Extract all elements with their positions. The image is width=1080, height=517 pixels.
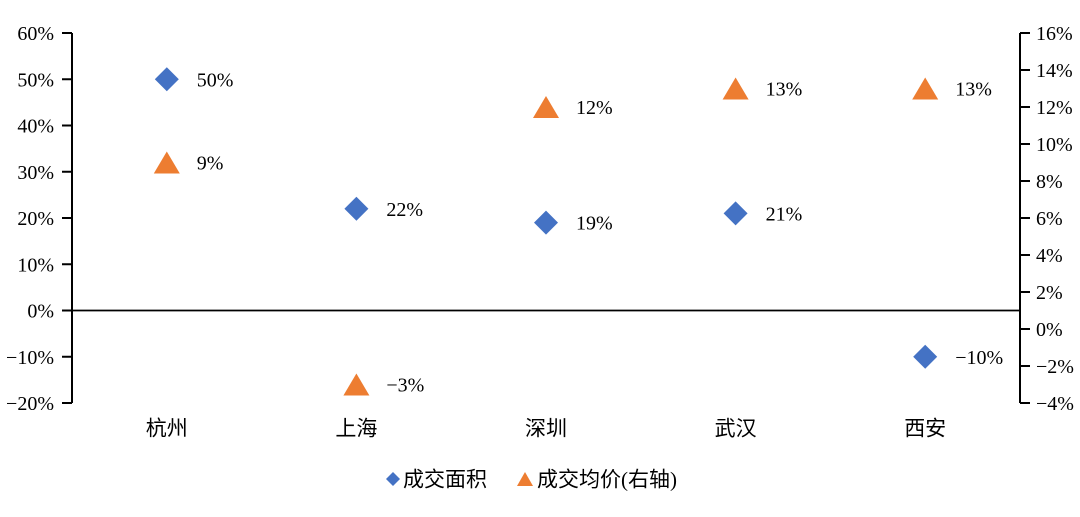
- data-point-label: 22%: [386, 199, 423, 221]
- data-point-label: 13%: [766, 79, 803, 101]
- marker-diamond: [723, 201, 748, 226]
- legend-diamond-icon: [386, 472, 400, 486]
- left-axis-tick-label: 20%: [17, 208, 54, 230]
- left-axis-tick-label: 30%: [17, 162, 54, 184]
- left-axis-tick-label: 50%: [17, 69, 54, 91]
- data-point-label: 19%: [576, 213, 613, 235]
- marker-triangle: [722, 77, 749, 100]
- right-axis-tick-label: 4%: [1036, 245, 1063, 267]
- category-label: 上海: [335, 416, 377, 440]
- category-label: 杭州: [146, 416, 188, 440]
- marker-diamond: [154, 67, 179, 92]
- right-axis-tick-label: 2%: [1036, 282, 1063, 304]
- right-axis-tick-label: 12%: [1036, 97, 1073, 119]
- data-point-label: 50%: [197, 69, 234, 91]
- left-axis-tick-label: −10%: [6, 347, 54, 369]
- right-axis-tick-label: 0%: [1036, 319, 1063, 341]
- marker-diamond: [913, 344, 938, 369]
- category-label: 西安: [904, 416, 946, 440]
- marker-triangle: [533, 96, 559, 118]
- right-axis-tick-label: 10%: [1036, 134, 1073, 156]
- legend-triangle-icon: [517, 472, 533, 486]
- marker-triangle: [153, 151, 180, 174]
- data-point-label: −3%: [386, 375, 424, 397]
- right-axis-tick-label: 14%: [1036, 60, 1073, 82]
- right-axis-tick-label: −2%: [1036, 356, 1074, 378]
- left-axis-tick-label: 60%: [17, 23, 54, 45]
- category-label: 深圳: [525, 416, 567, 440]
- left-axis-tick-label: 0%: [27, 301, 54, 323]
- data-point-label: 13%: [955, 79, 992, 101]
- marker-triangle: [912, 77, 939, 100]
- right-axis-tick-label: 6%: [1036, 208, 1063, 230]
- right-axis-tick-label: −4%: [1036, 393, 1074, 415]
- marker-triangle: [343, 373, 370, 396]
- data-point-label: 21%: [766, 203, 803, 225]
- data-point-label: −10%: [955, 347, 1003, 369]
- right-axis-tick-label: 8%: [1036, 171, 1063, 193]
- legend-label-series2: 成交均价(右轴): [537, 467, 677, 491]
- legend-label-series1: 成交面积: [403, 467, 487, 491]
- category-label: 武汉: [715, 416, 757, 440]
- right-axis-tick-label: 16%: [1036, 23, 1073, 45]
- left-axis-tick-label: 10%: [17, 254, 54, 276]
- data-point-label: 9%: [197, 153, 224, 175]
- left-axis-tick-label: −20%: [6, 393, 54, 415]
- marker-diamond: [534, 210, 558, 235]
- marker-diamond: [344, 196, 369, 221]
- data-point-label: 12%: [576, 97, 613, 119]
- left-axis-tick-label: 40%: [17, 116, 54, 138]
